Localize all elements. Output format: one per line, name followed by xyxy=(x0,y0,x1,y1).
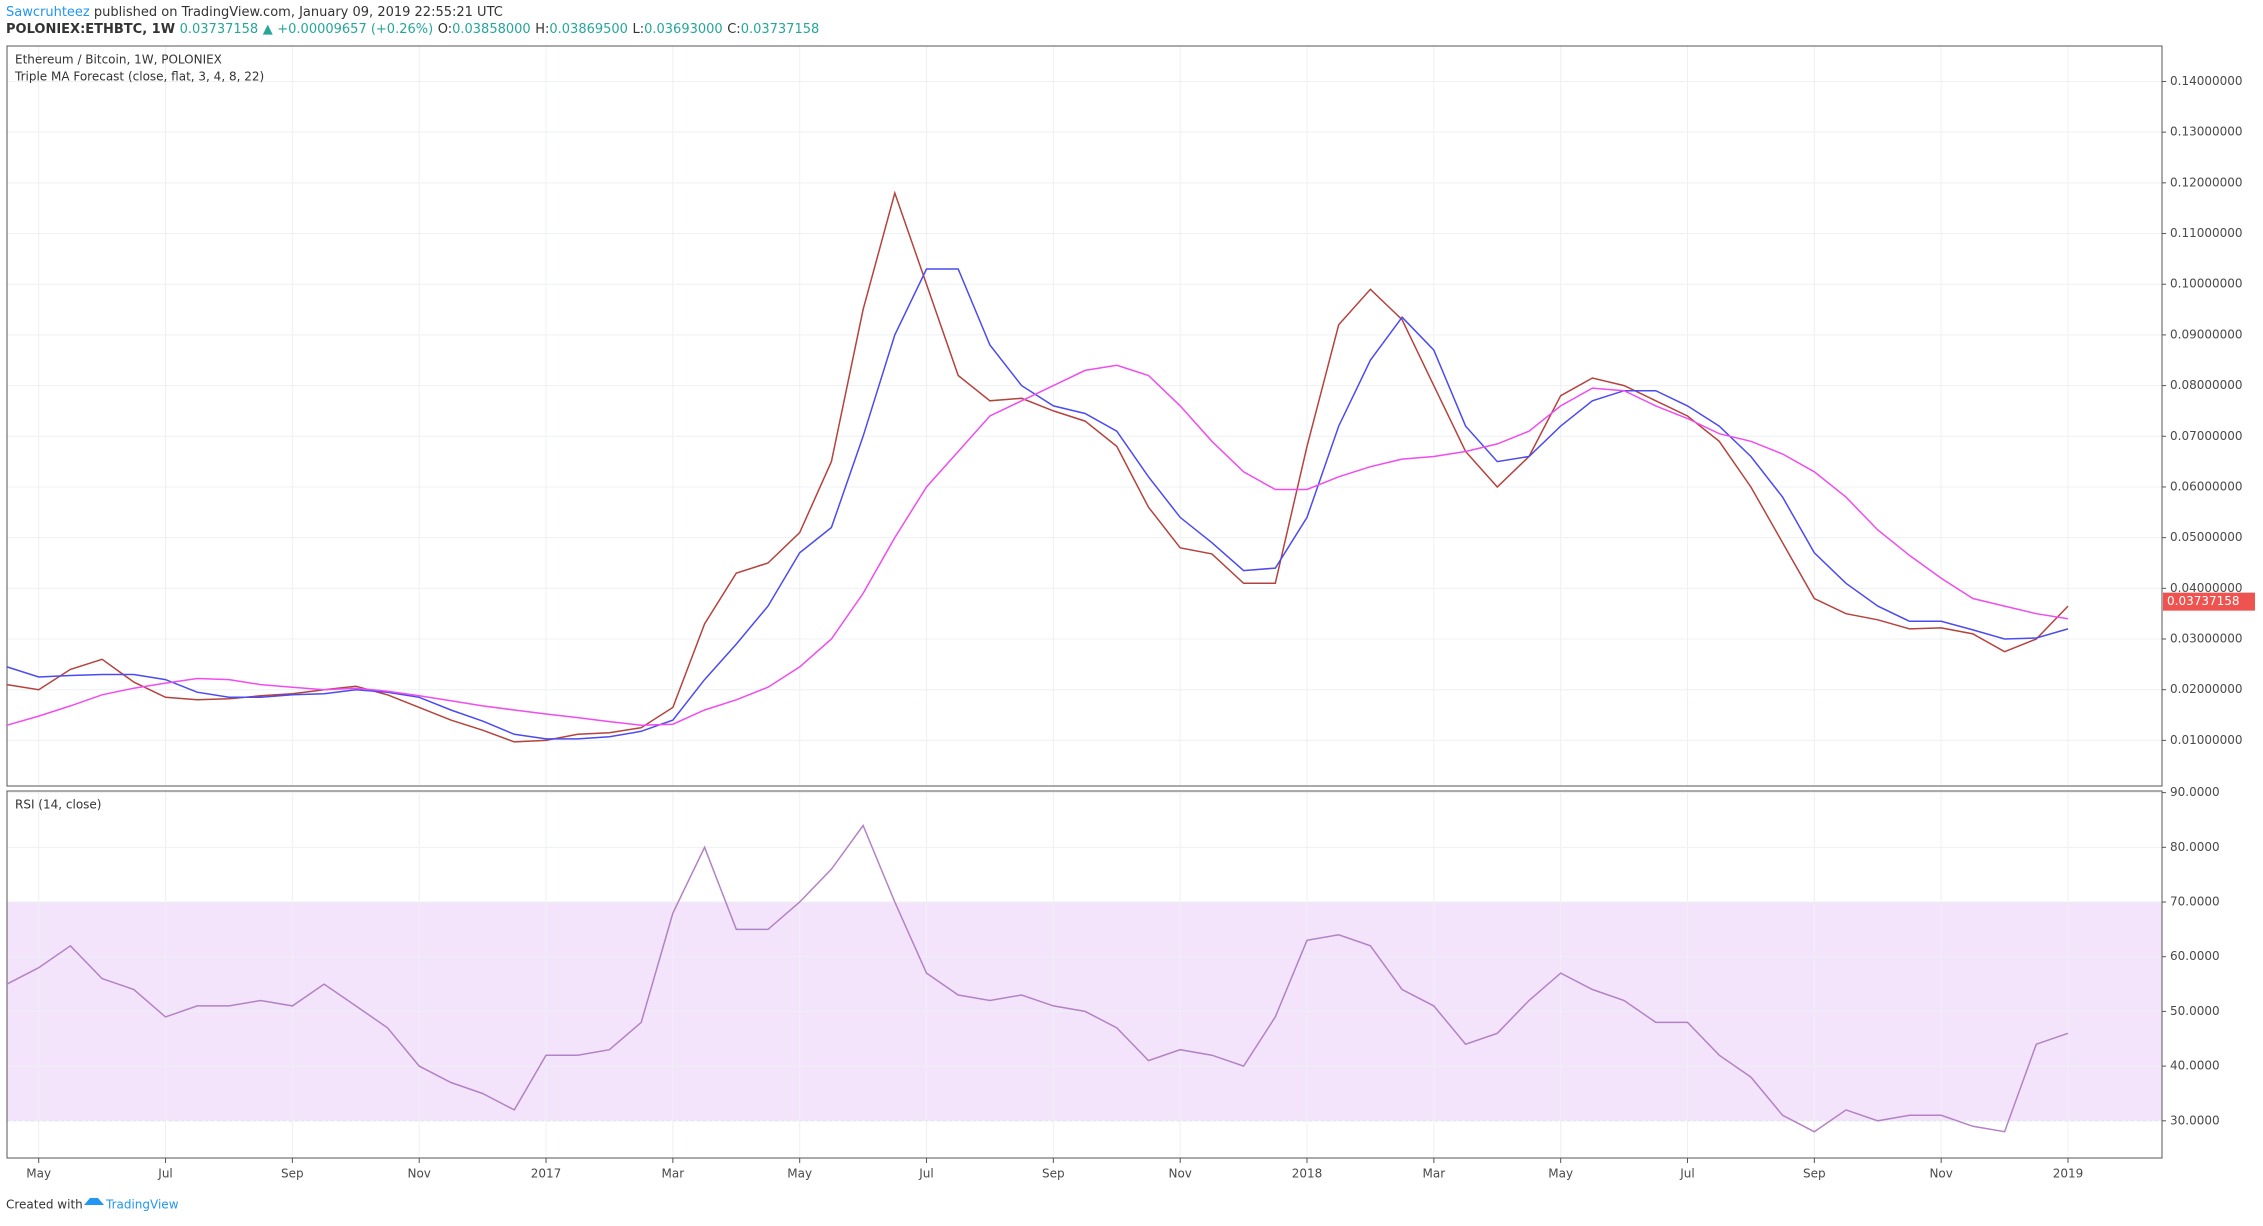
brand-logo xyxy=(84,1198,104,1205)
y-tick-label: 0.12000000 xyxy=(2170,175,2243,189)
last-price-label: 0.03737158 xyxy=(2167,594,2240,608)
y-tick-label: 0.10000000 xyxy=(2170,277,2243,291)
x-tick-label: Jul xyxy=(918,1167,933,1181)
pane-subtitle: Triple MA Forecast (close, flat, 3, 4, 8… xyxy=(14,70,264,84)
x-tick-label: Nov xyxy=(1168,1167,1191,1181)
y-tick-label: 0.13000000 xyxy=(2170,125,2243,139)
x-tick-label: Mar xyxy=(662,1167,685,1181)
y-tick-label: 80.0000 xyxy=(2170,840,2220,854)
x-tick-label: May xyxy=(26,1167,51,1181)
y-tick-label: 0.11000000 xyxy=(2170,226,2243,240)
high-label: H: xyxy=(535,22,549,37)
series-line xyxy=(6,190,2069,743)
y-tick-label: 40.0000 xyxy=(2170,1059,2220,1073)
y-tick-label: 0.09000000 xyxy=(2170,327,2243,341)
y-tick-label: 0.02000000 xyxy=(2170,682,2243,696)
y-tick-label: 0.06000000 xyxy=(2170,479,2243,493)
last-price-box xyxy=(2163,592,2255,611)
x-tick-label: Sep xyxy=(1803,1167,1826,1181)
y-tick-label: 30.0000 xyxy=(2170,1113,2220,1127)
grid-layer xyxy=(7,46,2162,1158)
author[interactable]: Sawcruhteez xyxy=(6,5,90,20)
x-tick-label: Nov xyxy=(407,1167,430,1181)
arrow: ▲ xyxy=(263,22,273,37)
price: 0.03737158 xyxy=(180,22,259,37)
y-tick-label: 70.0000 xyxy=(2170,895,2220,909)
x-tick-label: 2017 xyxy=(531,1167,562,1181)
y-tick-label: 0.03000000 xyxy=(2170,632,2243,646)
y-tick-label: 0.05000000 xyxy=(2170,530,2243,544)
x-tick-label: 2019 xyxy=(2053,1167,2084,1181)
x-tick-label: Sep xyxy=(281,1167,304,1181)
header-line-1: Sawcruhteez published on TradingView.com… xyxy=(6,5,503,20)
pane-title: Ethereum / Bitcoin, 1W, POLONIEX xyxy=(15,53,222,67)
change: +0.00009657 (+0.26%) xyxy=(277,22,433,37)
pane-border xyxy=(6,790,2163,1159)
open: 0.03858000 xyxy=(452,22,531,37)
series-line xyxy=(6,268,2069,740)
y-tick-label: 0.07000000 xyxy=(2170,429,2243,443)
pane-title: RSI (14, close) xyxy=(15,798,101,812)
y-tick-label: 0.04000000 xyxy=(2170,581,2243,595)
low-label: L: xyxy=(632,22,644,37)
x-tick-label: Nov xyxy=(1929,1167,1952,1181)
x-tick-label: Jul xyxy=(1679,1167,1694,1181)
y-tick-label: 0.08000000 xyxy=(2170,378,2243,392)
y-tick-label: 0.01000000 xyxy=(2170,733,2243,747)
x-tick-label: Sep xyxy=(1042,1167,1065,1181)
series-line xyxy=(6,823,2069,1133)
symbol: POLONIEX:ETHBTC, 1W xyxy=(6,22,175,37)
low: 0.03693000 xyxy=(644,22,723,37)
y-tick-label: 0.14000000 xyxy=(2170,74,2243,88)
open-label: O: xyxy=(438,22,452,37)
x-tick-label: Jul xyxy=(157,1167,172,1181)
footer-brand[interactable]: TradingView xyxy=(105,1198,179,1212)
x-tick-label: 2018 xyxy=(1292,1167,1323,1181)
y-tick-label: 60.0000 xyxy=(2170,949,2220,963)
close: 0.03737158 xyxy=(741,22,820,37)
y-tick-label: 90.0000 xyxy=(2170,785,2220,799)
header-line-2: POLONIEX:ETHBTC, 1W 0.03737158 ▲ +0.0000… xyxy=(6,22,819,37)
y-tick-label: 50.0000 xyxy=(2170,1004,2220,1018)
high: 0.03869500 xyxy=(549,22,628,37)
published: published on TradingView.com, January 09… xyxy=(94,5,503,20)
pane-border xyxy=(6,45,2163,787)
x-tick-label: May xyxy=(787,1167,812,1181)
close-label: C: xyxy=(727,22,740,37)
series-line xyxy=(6,364,2069,726)
x-tick-label: Mar xyxy=(1423,1167,1446,1181)
footer-created: Created with xyxy=(6,1198,83,1212)
x-tick-label: May xyxy=(1548,1167,1573,1181)
